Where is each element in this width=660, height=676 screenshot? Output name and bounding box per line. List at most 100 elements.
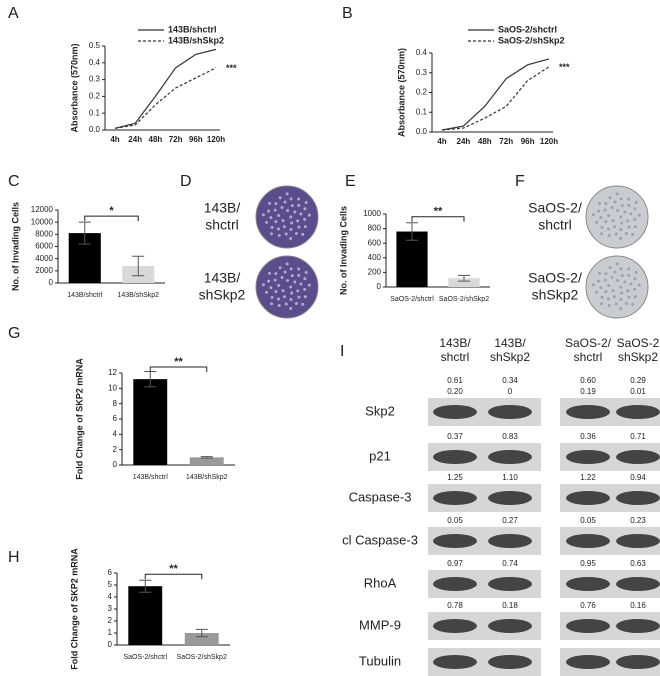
- y-tick-label: 10000: [31, 217, 54, 226]
- cell-speckle: [289, 228, 293, 232]
- cell-speckle: [267, 209, 271, 213]
- cell-speckle: [600, 295, 604, 299]
- protein-name: Tubulin: [359, 653, 401, 668]
- cell-speckle: [600, 302, 604, 306]
- cell-speckle: [626, 219, 630, 223]
- x-tick-label: 143B/shSkp2: [117, 292, 159, 299]
- annotation: ***: [559, 62, 570, 72]
- y-axis-label: Fold Change of SKP2 mRNA: [69, 548, 79, 670]
- x-tick-label: 24h: [457, 137, 471, 146]
- cell-speckle: [608, 266, 612, 270]
- band-ratio: 1.10: [502, 473, 518, 482]
- x-tick-label: 4h: [110, 135, 119, 144]
- column-header: 143B/: [494, 336, 526, 350]
- image-caption: SaOS-2/: [528, 200, 582, 216]
- cell-speckle: [619, 197, 623, 201]
- cell-speckle: [303, 217, 307, 221]
- panel-label: H: [8, 549, 20, 566]
- y-tick-label: 2: [108, 616, 113, 625]
- cell-speckle: [289, 215, 293, 219]
- cell-speckle: [285, 262, 289, 266]
- band-ratio: 0.20: [447, 387, 463, 396]
- cell-speckle: [619, 298, 623, 302]
- x-tick-label: 24h: [128, 135, 142, 144]
- y-tick-label: 0.4: [89, 58, 101, 67]
- cell-speckle: [270, 225, 274, 229]
- panel-label: A: [8, 5, 19, 22]
- y-tick-label: 8: [113, 399, 118, 408]
- cell-speckle: [607, 214, 611, 218]
- cell-speckle: [293, 280, 297, 284]
- y-tick-label: 6: [113, 414, 118, 423]
- x-tick-label: 143B/shctrl: [133, 474, 168, 481]
- y-tick-label: 12000: [31, 205, 54, 214]
- cell-speckle: [629, 282, 633, 286]
- cell-speckle: [611, 219, 615, 223]
- band-ratio: 0.18: [502, 601, 518, 610]
- cell-speckle: [283, 270, 287, 274]
- band-ratio: 0.63: [630, 559, 646, 568]
- band-ratio: 1.25: [447, 473, 463, 482]
- x-tick-label: 120h: [540, 137, 558, 146]
- y-tick-label: 0.0: [416, 127, 428, 136]
- cell-speckle: [624, 231, 628, 235]
- y-axis-label: Fold Change of SKP2 mRNA: [74, 358, 84, 480]
- x-tick-label: SaOS-2/shctrl: [390, 296, 434, 303]
- x-tick-label: 120h: [207, 135, 225, 144]
- y-tick-label: 0.0: [89, 125, 101, 134]
- cell-speckle: [265, 220, 269, 224]
- cell-speckle: [274, 220, 278, 224]
- protein-name: Skp2: [365, 403, 395, 418]
- error-bar: [139, 579, 152, 593]
- cell-speckle: [296, 219, 300, 223]
- cell-speckle: [614, 302, 618, 306]
- cell-speckle: [637, 283, 641, 287]
- cell-speckle: [290, 221, 294, 225]
- cell-speckle: [290, 291, 294, 295]
- y-tick-label: 1000: [363, 209, 381, 218]
- y-tick-label: 800: [368, 224, 382, 233]
- cell-speckle: [282, 295, 286, 299]
- cell-speckle: [286, 278, 290, 282]
- cell-speckle: [301, 302, 305, 306]
- band-ratio: 0.94: [630, 473, 646, 482]
- series-line: [441, 66, 550, 131]
- y-tick-label: 6000: [35, 242, 53, 251]
- cell-speckle: [620, 221, 624, 225]
- cell-speckle: [284, 302, 288, 306]
- legend-label: 143B/shctrl: [168, 24, 217, 34]
- blot-band: [566, 619, 610, 633]
- panel-label: B: [342, 5, 353, 22]
- cell-speckle: [627, 273, 631, 277]
- legend-label: SaOS-2/shctrl: [498, 24, 557, 34]
- cell-speckle: [290, 204, 294, 208]
- cell-speckle: [598, 271, 602, 275]
- cell-speckle: [303, 207, 307, 211]
- cell-speckle: [281, 289, 285, 293]
- y-tick-label: 0.3: [89, 75, 101, 84]
- cell-speckle: [282, 225, 286, 229]
- image-caption: 143B/: [204, 270, 241, 286]
- cell-speckle: [297, 197, 301, 201]
- y-tick-label: 0.2: [416, 88, 428, 97]
- band-ratio: 0.01: [630, 387, 646, 396]
- cell-speckle: [269, 286, 273, 290]
- image-caption: shctrl: [205, 217, 238, 233]
- column-header: SaOS-2/: [565, 336, 612, 350]
- column-header: SaOS-2: [617, 336, 660, 350]
- cell-speckle: [615, 192, 619, 196]
- cell-speckle: [283, 200, 287, 204]
- cell-speckle: [633, 207, 637, 211]
- blot-band: [433, 619, 477, 633]
- series-line: [114, 48, 217, 129]
- cell-speckle: [604, 202, 608, 206]
- cell-speckle: [274, 202, 278, 206]
- cell-speckle: [627, 203, 631, 207]
- protein-name: cl Caspase-3: [342, 532, 418, 547]
- cell-speckle: [612, 225, 616, 229]
- blot-band: [566, 450, 610, 464]
- cell-speckle: [619, 285, 623, 289]
- cell-speckle: [297, 295, 301, 299]
- cell-speckle: [277, 297, 281, 301]
- blot-band: [433, 491, 477, 505]
